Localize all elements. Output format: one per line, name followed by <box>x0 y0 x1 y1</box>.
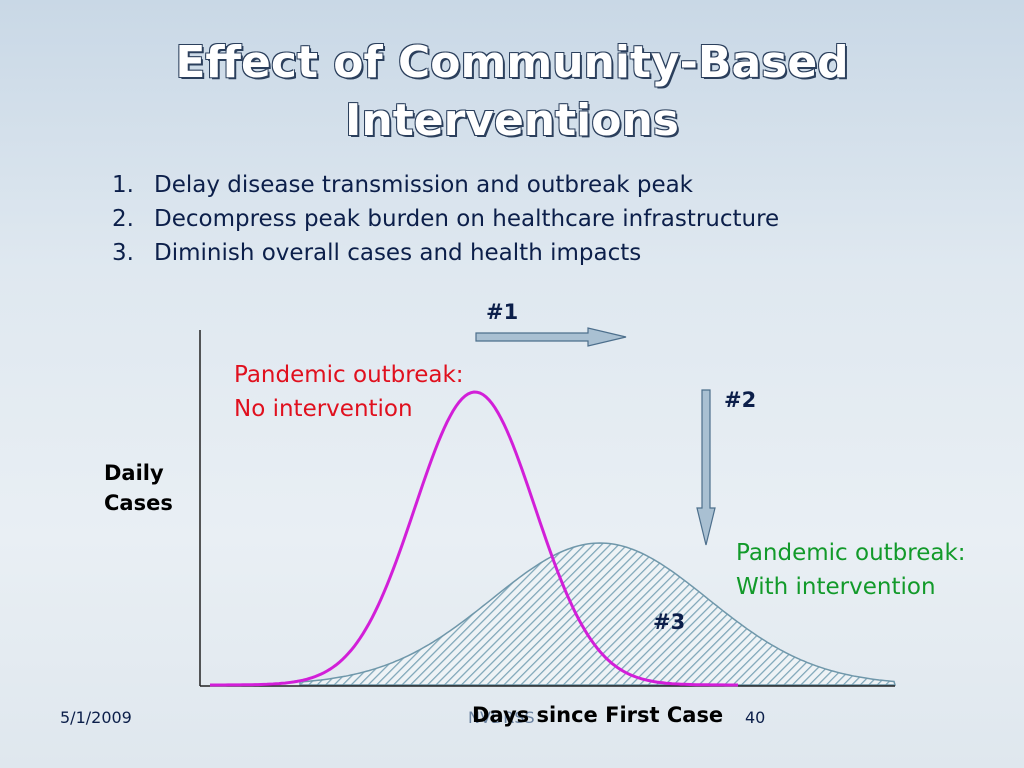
marker-label: #2 <box>724 388 757 412</box>
item-text: Delay disease transmission and outbreak … <box>154 172 694 198</box>
list-item: 1. Delay disease transmission and outbrea… <box>112 172 693 198</box>
arrow-delay <box>475 327 627 347</box>
label-line: Pandemic outbreak: <box>234 362 464 388</box>
footer-source: NVDRSS <box>468 708 535 727</box>
y-axis-label: Daily Cases <box>104 458 173 518</box>
item-number: 2. <box>112 206 134 232</box>
item-text: Decompress peak burden on healthcare inf… <box>154 206 780 232</box>
x-axis-label: Days since First Case <box>472 703 724 727</box>
title-line: Effect of Community-Based <box>175 37 849 88</box>
marker-label: #1 <box>486 300 519 324</box>
arrow-decompress <box>696 389 716 546</box>
item-number: 1. <box>112 172 134 198</box>
marker-label: #3 <box>653 610 686 634</box>
label-line: No intervention <box>234 396 413 422</box>
label-line: Cases <box>104 491 173 515</box>
no-intervention-curve <box>210 390 738 687</box>
curve-label: Pandemic outbreak: No intervention <box>234 358 464 426</box>
label-line: Daily <box>104 461 164 485</box>
item-number: 3. <box>112 240 134 266</box>
intervention-curve <box>299 542 896 686</box>
footer-page: 40 <box>745 708 766 727</box>
curve-label: Pandemic outbreak: With intervention <box>736 536 966 604</box>
footer-date: 5/1/2009 <box>60 708 132 727</box>
label-line: With intervention <box>736 574 936 600</box>
item-text: Diminish overall cases and health impact… <box>154 240 642 266</box>
list-item: 3. Diminish overall cases and health impa… <box>112 240 641 266</box>
title-line: Interventions <box>345 95 679 146</box>
list-item: 2. Decompress peak burden on healthcare i… <box>112 206 779 232</box>
label-line: Pandemic outbreak: <box>736 540 966 566</box>
